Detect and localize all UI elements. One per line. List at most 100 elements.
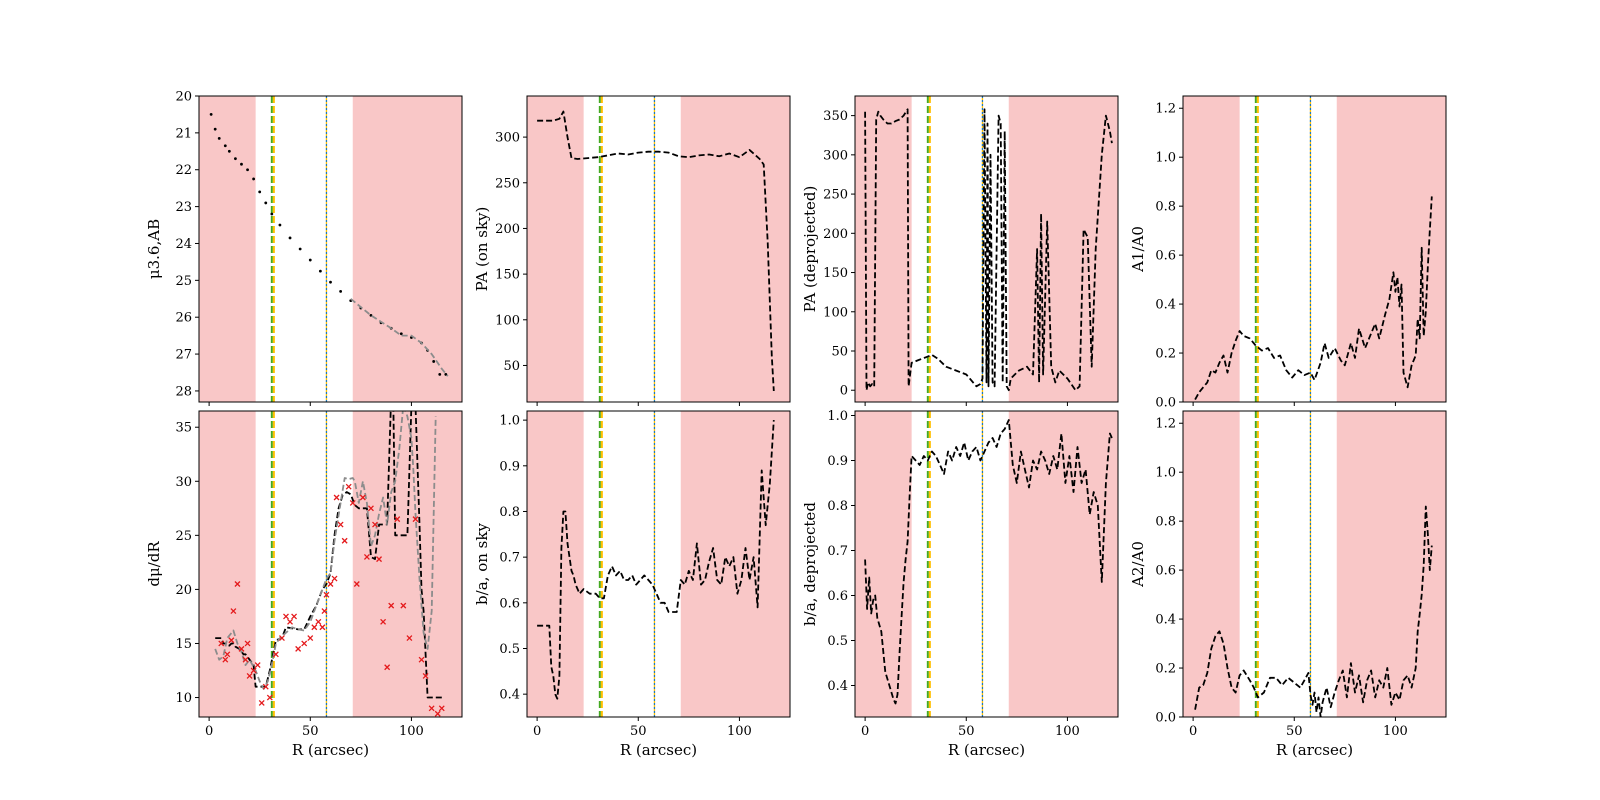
x-axis-label: R (arcsec) [292,741,369,759]
y-axis-label: PA (on sky) [473,207,491,292]
x-marker [331,575,338,582]
x-marker [428,705,435,712]
y-tick-label: 28 [175,384,192,399]
x-marker [230,608,237,614]
shaded-region [352,96,462,402]
x-axis-label: R (arcsec) [1276,741,1353,759]
x-marker [345,483,352,490]
series-a1 [1194,196,1433,401]
x-marker [258,699,265,706]
shaded-region [1336,96,1446,402]
x-marker [254,662,261,669]
y-tick-label: 1.0 [1155,466,1176,481]
series-pa_sky [537,110,775,392]
x-marker [295,645,302,652]
series-smoothed [215,411,444,699]
y-tick-label: 1.0 [827,409,848,424]
plot-area [199,411,462,717]
y-tick-label: 27 [175,348,192,363]
x-marker [321,608,328,614]
shaded-region [352,411,462,717]
y-tick-label: 200 [495,222,520,237]
x-marker [218,640,225,647]
data-point [308,258,312,262]
panel-p7: 0.4 0.5 0.6 0.7 0.8 0.9 1.0 0 50 100 R (arcsec) b/a… [801,409,1119,759]
series-model [350,298,449,377]
y-tick-label: 30 [175,475,192,490]
x-marker [242,656,249,663]
x-marker [246,672,253,679]
x-marker [434,710,441,717]
plot-area [527,96,790,402]
x-tick-label: 100 [1383,724,1408,739]
x-marker [291,613,298,620]
axes-frame [1182,95,1447,403]
shaded-region [1183,411,1240,717]
x-tick-label: 100 [1055,724,1080,739]
x-marker [418,656,425,663]
series-a2 [1194,505,1433,717]
axes-frame [198,95,463,403]
y-tick-label: 25 [175,274,192,289]
x-marker [301,640,308,647]
axes-frame [854,95,1119,403]
axes-frame [198,410,463,718]
shaded-region [680,411,790,717]
y-tick-label: 1.2 [1155,102,1176,117]
x-marker [262,683,269,690]
x-marker [353,581,360,587]
plot-area [855,96,1118,402]
y-tick-label: 250 [495,176,520,191]
x-tick-label: 100 [727,724,752,739]
y-tick-label: 0.2 [1155,347,1176,362]
x-marker [438,705,445,712]
x-marker [234,581,241,587]
y-tick-label: 10 [175,691,192,706]
y-tick-label: 0.4 [1155,298,1176,313]
x-marker [244,640,251,647]
panel-p6: 0.4 0.5 0.6 0.7 0.8 0.9 1.0 0 50 100 R (arcsec) b/a… [473,410,791,759]
x-axis-label: R (arcsec) [620,741,697,759]
x-marker [315,618,322,625]
x-marker [400,602,407,609]
y-tick-label: 0.9 [499,459,520,474]
data-point [432,360,436,363]
y-tick-label: 250 [823,188,848,203]
data-point [217,136,221,140]
series-pa_deproj [864,108,1113,392]
y-tick-label: 26 [175,311,192,326]
x-marker [222,656,229,663]
data-point [258,190,262,194]
x-tick-label: 0 [205,724,213,739]
shaded-region [199,411,256,717]
x-marker [388,602,395,609]
series-ba_sky [537,420,775,700]
x-marker [363,554,370,560]
y-axis-label: dμ/dR [145,541,163,587]
shaded-region [527,411,584,717]
y-tick-label: 0.5 [499,642,520,657]
x-marker [319,624,326,631]
shaded-region [855,411,912,717]
y-tick-label: 0.8 [827,499,848,514]
y-tick-label: 20 [175,90,192,105]
data-point [234,157,237,161]
y-tick-label: 35 [175,421,192,436]
panel-p1: 20 21 22 23 24 25 26 27 28 μ3.6,AB [145,90,463,406]
y-tick-label: 200 [823,227,848,242]
y-tick-label: 50 [831,345,848,360]
data-point [223,144,227,148]
y-tick-label: 0.0 [1155,396,1176,411]
y-tick-label: 0.4 [1155,613,1176,628]
y-tick-label: 0.6 [1155,249,1176,264]
y-tick-label: 0.5 [827,634,848,649]
data-point [246,168,249,172]
y-axis-label: b/a, on sky [473,523,491,605]
x-marker [376,556,383,563]
y-axis-label: A1/A0 [1129,226,1147,273]
x-marker [384,664,391,671]
x-marker [412,516,419,523]
y-tick-label: 0.9 [827,454,848,469]
shaded-region [199,96,256,402]
x-marker [394,516,401,523]
